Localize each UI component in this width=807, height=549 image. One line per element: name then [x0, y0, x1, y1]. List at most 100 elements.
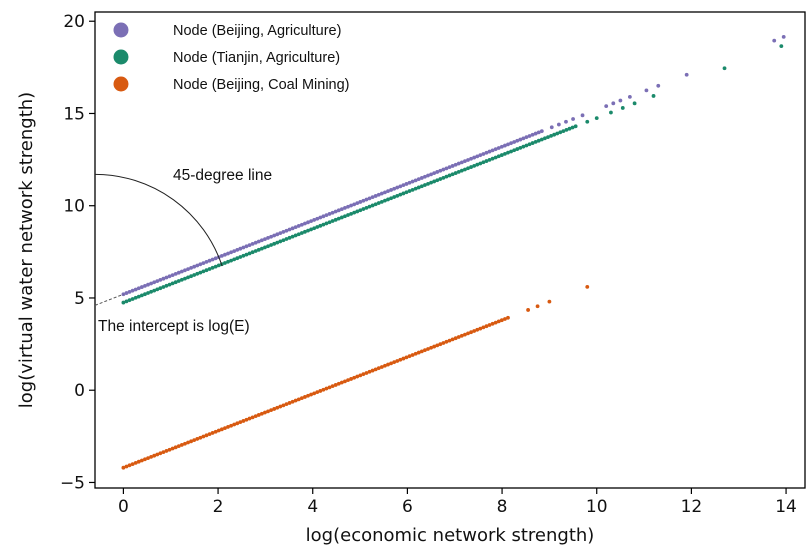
data-point: [247, 416, 252, 421]
data-point: [312, 391, 317, 396]
data-point: [450, 164, 455, 168]
data-point: [487, 149, 492, 154]
data-point: [472, 329, 477, 333]
data-point: [272, 233, 277, 238]
data-point: [241, 419, 246, 423]
data-point: [343, 214, 347, 219]
data-point: [339, 215, 344, 220]
data-point: [216, 428, 221, 433]
45-degree-label: 45-degree line: [173, 167, 272, 184]
data-point: [256, 239, 261, 244]
intercept-dashed-line: [94, 293, 124, 306]
data-point: [306, 393, 310, 398]
data-point: [404, 355, 409, 360]
data-point: [293, 398, 298, 403]
data-point: [346, 378, 350, 383]
data-point: [484, 150, 489, 155]
data-point: [524, 143, 529, 148]
data-point: [392, 186, 397, 191]
data-point: [509, 141, 513, 146]
data-point: [263, 245, 267, 250]
data-point: [466, 331, 470, 336]
data-point: [309, 219, 313, 224]
data-point: [343, 206, 347, 210]
data-point: [278, 239, 283, 244]
data-point: [543, 136, 547, 141]
data-point: [250, 250, 255, 255]
data-point: [435, 343, 440, 348]
data-point: [226, 259, 230, 264]
data-point: [241, 253, 246, 258]
data-point: [161, 285, 166, 289]
legend-label: Node (Beijing, Agriculture): [173, 23, 341, 39]
data-point: [722, 66, 727, 71]
data-point: [469, 156, 473, 161]
data-point: [232, 257, 237, 262]
data-point: [284, 228, 289, 233]
data-point: [155, 452, 160, 457]
data-point: [656, 83, 661, 88]
legend: Node (Beijing, Agriculture) Node (Tianjin…: [113, 22, 350, 93]
data-point: [176, 270, 181, 275]
data-point: [570, 125, 575, 130]
data-point: [278, 231, 283, 236]
data-point: [585, 285, 590, 289]
data-point: [401, 356, 406, 361]
data-point: [518, 137, 523, 142]
data-point: [146, 282, 150, 287]
x-tick-label: 4: [307, 497, 318, 517]
data-point: [275, 232, 280, 237]
data-point: [373, 367, 378, 372]
data-point: [386, 197, 390, 202]
data-point: [176, 444, 181, 449]
data-point: [299, 396, 304, 401]
data-point: [284, 402, 289, 407]
data-point: [684, 72, 689, 77]
data-point: [386, 189, 390, 194]
data-point: [364, 205, 369, 210]
data-point: [413, 178, 418, 183]
data-point: [296, 397, 301, 402]
x-tick-label: 8: [497, 497, 508, 517]
data-point: [429, 172, 433, 177]
data-point: [327, 385, 332, 390]
data-point: [136, 459, 141, 464]
data-point: [499, 144, 504, 149]
data-point: [456, 161, 461, 166]
data-point: [530, 141, 535, 145]
data-point: [195, 263, 200, 268]
data-point: [158, 451, 163, 456]
data-point: [309, 392, 313, 397]
data-point: [463, 159, 467, 164]
data-point: [401, 191, 406, 196]
data-point: [143, 292, 147, 297]
data-point: [336, 216, 341, 221]
data-point: [429, 180, 433, 185]
data-point: [419, 349, 424, 354]
data-point: [355, 374, 360, 379]
data-point: [395, 359, 400, 363]
data-point: [423, 174, 427, 179]
data-point: [416, 185, 421, 190]
data-point: [284, 237, 289, 241]
data-point: [315, 225, 320, 229]
data-point: [330, 219, 335, 223]
data-point: [324, 213, 329, 218]
series-2: [121, 44, 784, 305]
data-point: [158, 277, 163, 282]
plot-frame: [94, 11, 806, 489]
data-point: [226, 425, 230, 429]
data-point: [490, 148, 495, 153]
x-tick-label: 2: [213, 497, 224, 517]
data-point: [204, 268, 209, 273]
data-point: [176, 279, 181, 283]
data-point: [219, 427, 224, 432]
data-point: [296, 232, 301, 237]
data-point: [530, 132, 535, 137]
data-point: [139, 285, 144, 289]
data-point: [339, 380, 344, 385]
data-point: [133, 461, 138, 465]
data-point: [266, 409, 270, 414]
y-tick-label: 15: [63, 104, 85, 124]
data-point: [315, 390, 320, 395]
